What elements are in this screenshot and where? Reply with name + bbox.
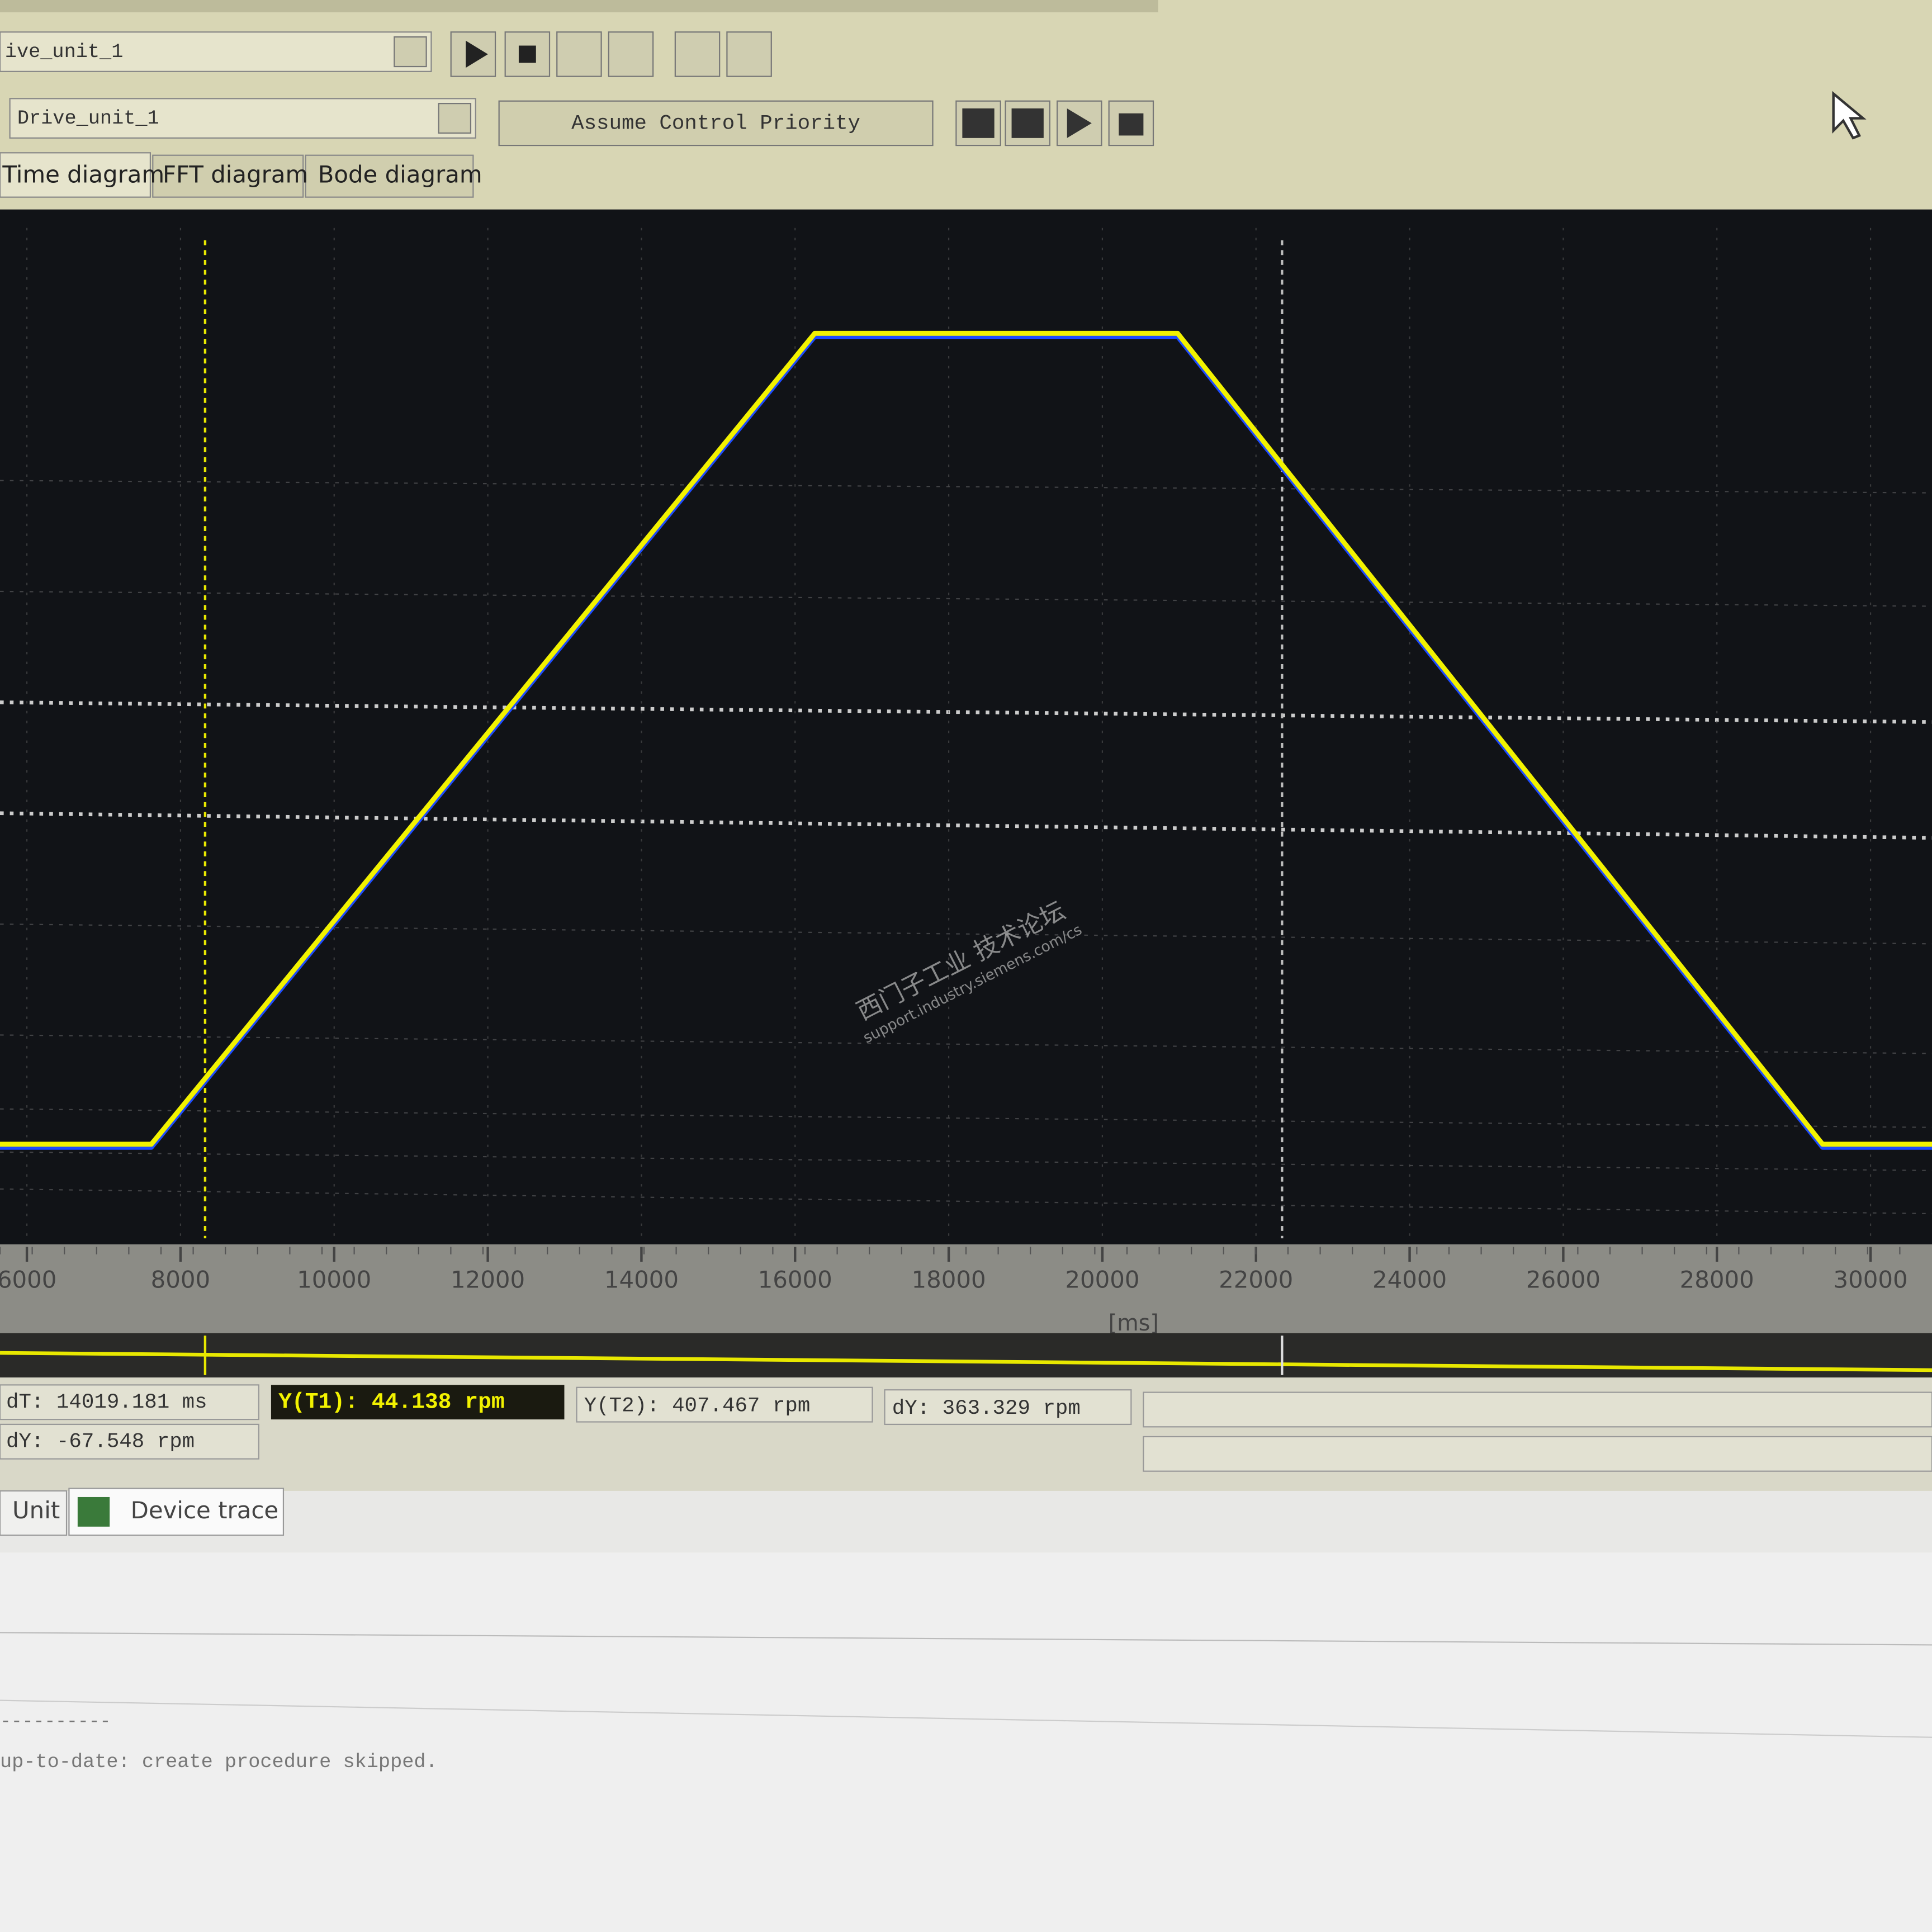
separator [0, 1699, 1932, 1738]
readout-box-active [271, 1385, 565, 1420]
trace [0, 334, 1932, 1150]
log-line: ---------- [0, 1711, 111, 1732]
x-tick-label: 14000 [604, 1266, 679, 1294]
readout-box [0, 1423, 259, 1460]
combo-arrow[interactable] [394, 36, 427, 68]
x-tick-label: 18000 [911, 1266, 986, 1294]
x-tick-label: 24000 [1372, 1266, 1447, 1294]
x-axis-strip [0, 1244, 1932, 1333]
trace-buttons[interactable] [450, 31, 772, 77]
combo-box[interactable] [0, 31, 432, 72]
readout-box [1143, 1391, 1932, 1428]
x-tick-label: 6000 [0, 1266, 56, 1294]
icon [1011, 108, 1044, 138]
readout: Y(T2): 407.467 rpm [584, 1395, 811, 1418]
device-trace-icon [77, 1497, 110, 1527]
readout: dY: 363.329 rpm [892, 1397, 1081, 1420]
readout: dT: 14019.181 ms [6, 1391, 207, 1414]
tab[interactable] [305, 154, 474, 198]
x-axis-label: [ms] [1109, 1310, 1159, 1336]
overview-trace [0, 1351, 1932, 1372]
combo-box[interactable] [9, 98, 476, 139]
icon [1119, 113, 1144, 136]
assume-control-button[interactable] [498, 100, 934, 146]
menu-strip [0, 0, 1158, 13]
log-line: up-to-date: create procedure skipped. [0, 1751, 438, 1773]
horizontal-grid [0, 480, 1932, 1215]
plot-layer [0, 228, 1932, 1239]
icon [962, 108, 995, 138]
button-label: Assume Control Priority [571, 112, 860, 135]
readout-box [884, 1389, 1132, 1426]
tab-label: Unit [12, 1497, 60, 1524]
x-tick-label: 12000 [451, 1266, 525, 1294]
tab-label: Time diagram [2, 161, 164, 188]
x-tick-label: 26000 [1526, 1266, 1600, 1294]
plot-area [0, 209, 1932, 1245]
readout-box [0, 1384, 259, 1420]
readout: dY: -67.548 rpm [6, 1431, 195, 1454]
x-tick-label: 28000 [1680, 1266, 1754, 1294]
combo-text: ive_unit_1 [5, 41, 124, 63]
tab[interactable] [0, 1490, 68, 1536]
play-icon [466, 40, 488, 68]
x-tick-label: 16000 [758, 1266, 832, 1294]
tab-label: Device trace [131, 1497, 279, 1524]
tab[interactable] [152, 154, 304, 198]
tab-strip: Time diagram FFT diagram Bode diagram [0, 152, 482, 198]
icon [1067, 108, 1092, 138]
tab-label: Bode diagram [318, 161, 482, 188]
x-tick-label: 20000 [1065, 1266, 1139, 1294]
output-panel [0, 1552, 1932, 1932]
separator [0, 1632, 1932, 1646]
x-tick-label: 10000 [297, 1266, 371, 1294]
x-tick-label: 30000 [1833, 1266, 1907, 1294]
combo-arrow[interactable] [438, 103, 472, 134]
readout-box [576, 1386, 873, 1423]
bottom-tab-strip [0, 1490, 1932, 1553]
combo-text: Drive_unit_1 [17, 107, 159, 130]
x-tick-label: 22000 [1219, 1266, 1293, 1294]
trace [0, 330, 1932, 1147]
stop-icon [518, 45, 536, 63]
axis-layer: 6000 8000 10000 12000 14000 16000 18000 20000 22… [0, 1247, 1908, 1294]
mouse-cursor [1832, 91, 1867, 140]
x-tick-label: 8000 [151, 1266, 211, 1294]
readout: Y(T1): 44.138 rpm [278, 1390, 505, 1415]
tab-label: FFT diagram [163, 161, 308, 188]
readout-box [1143, 1436, 1932, 1472]
tab[interactable] [0, 152, 151, 198]
